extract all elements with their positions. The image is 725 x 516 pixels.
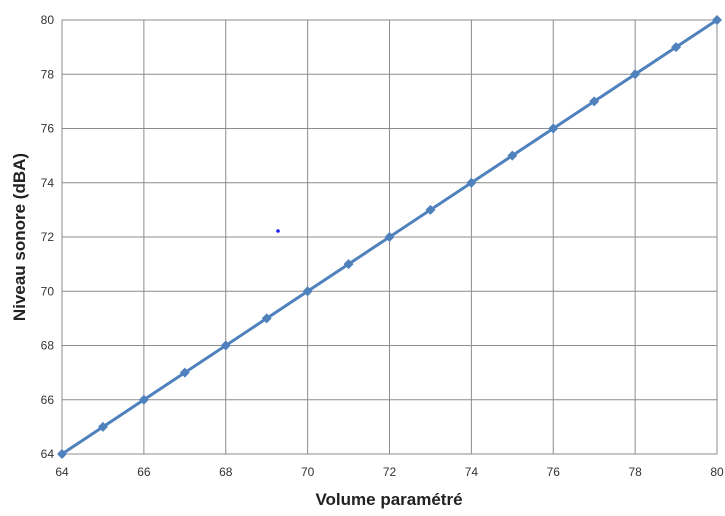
data-point bbox=[138, 394, 149, 405]
y-tick-label: 64 bbox=[41, 447, 55, 461]
x-axis-title: Volume paramétré bbox=[315, 490, 462, 509]
x-tick-label: 78 bbox=[628, 465, 642, 479]
stray-dot bbox=[276, 229, 280, 233]
grid-lines bbox=[61, 19, 718, 455]
y-tick-labels: 64 66 68 70 72 74 76 78 80 bbox=[41, 13, 55, 461]
x-tick-label: 74 bbox=[465, 465, 479, 479]
x-tick-label: 80 bbox=[710, 465, 724, 479]
data-point bbox=[261, 313, 272, 324]
x-tick-label: 64 bbox=[55, 465, 69, 479]
data-point bbox=[220, 340, 231, 351]
x-tick-labels: 64 66 68 70 72 74 76 78 80 bbox=[55, 465, 724, 479]
data-point bbox=[589, 96, 600, 107]
data-point bbox=[384, 232, 395, 242]
x-tick-label: 70 bbox=[301, 465, 315, 479]
data-point bbox=[630, 69, 641, 80]
data-point bbox=[302, 286, 313, 297]
y-tick-label: 70 bbox=[41, 284, 55, 298]
data-point bbox=[507, 150, 518, 161]
data-point bbox=[548, 123, 559, 134]
data-point bbox=[425, 204, 436, 215]
x-tick-label: 72 bbox=[383, 465, 397, 479]
y-tick-label: 74 bbox=[41, 176, 55, 190]
data-point bbox=[343, 259, 354, 270]
y-tick-label: 68 bbox=[41, 339, 55, 353]
y-tick-label: 72 bbox=[41, 230, 55, 244]
y-tick-label: 76 bbox=[41, 122, 55, 136]
x-tick-label: 66 bbox=[137, 465, 151, 479]
data-point bbox=[712, 15, 722, 25]
data-point bbox=[57, 449, 67, 459]
y-tick-label: 80 bbox=[41, 13, 55, 27]
x-tick-label: 68 bbox=[219, 465, 233, 479]
y-tick-label: 78 bbox=[41, 67, 55, 81]
y-tick-label: 66 bbox=[41, 393, 55, 407]
data-point bbox=[179, 367, 190, 378]
x-tick-label: 76 bbox=[547, 465, 561, 479]
data-point bbox=[466, 177, 477, 188]
plot-border bbox=[61, 19, 718, 455]
data-point bbox=[671, 42, 682, 53]
y-axis-title: Niveau sonore (dBA) bbox=[10, 153, 29, 321]
data-point bbox=[97, 421, 108, 432]
data-points bbox=[57, 15, 722, 459]
